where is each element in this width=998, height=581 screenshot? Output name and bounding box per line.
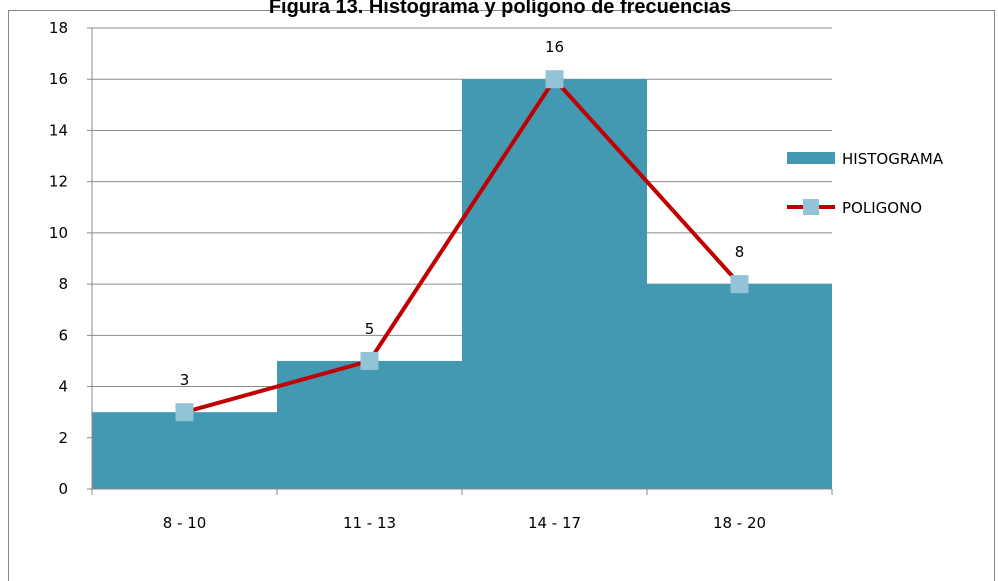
legend-label: HISTOGRAMA <box>842 150 944 168</box>
legend-label: POLIGONO <box>842 199 922 217</box>
histogram-bar <box>647 284 832 489</box>
x-tick-label: 11 - 13 <box>343 514 396 532</box>
y-tick-label: 10 <box>49 224 68 242</box>
y-tick-label: 0 <box>58 480 68 498</box>
polygon-marker <box>175 403 194 422</box>
y-tick-label: 12 <box>49 173 68 191</box>
y-tick-label: 14 <box>49 121 68 139</box>
histogram-bar <box>92 412 277 489</box>
polygon-marker <box>545 70 564 89</box>
data-label: 3 <box>180 371 190 389</box>
x-tick-label: 14 - 17 <box>528 514 581 532</box>
histogram-bar <box>462 79 647 489</box>
chart-title: Figura 13. Histograma y polígono de frec… <box>269 0 731 18</box>
y-tick-label: 8 <box>58 275 68 293</box>
y-tick-label: 18 <box>49 19 68 37</box>
data-label: 8 <box>735 243 745 261</box>
legend-marker <box>803 199 819 215</box>
polygon-line <box>183 75 741 415</box>
y-tick-label: 6 <box>58 326 68 344</box>
y-tick-label: 4 <box>58 378 68 396</box>
chart-frame <box>8 10 995 581</box>
polygon-marker <box>730 275 749 294</box>
polygon-marker <box>360 351 379 370</box>
legend-swatch <box>787 152 835 164</box>
data-label: 16 <box>545 38 564 56</box>
y-tick-label: 2 <box>58 429 68 447</box>
x-tick-label: 18 - 20 <box>713 514 766 532</box>
data-label: 5 <box>365 320 375 338</box>
histogram-bar <box>277 360 462 489</box>
y-tick-label: 16 <box>49 70 68 88</box>
x-tick-label: 8 - 10 <box>163 514 207 532</box>
